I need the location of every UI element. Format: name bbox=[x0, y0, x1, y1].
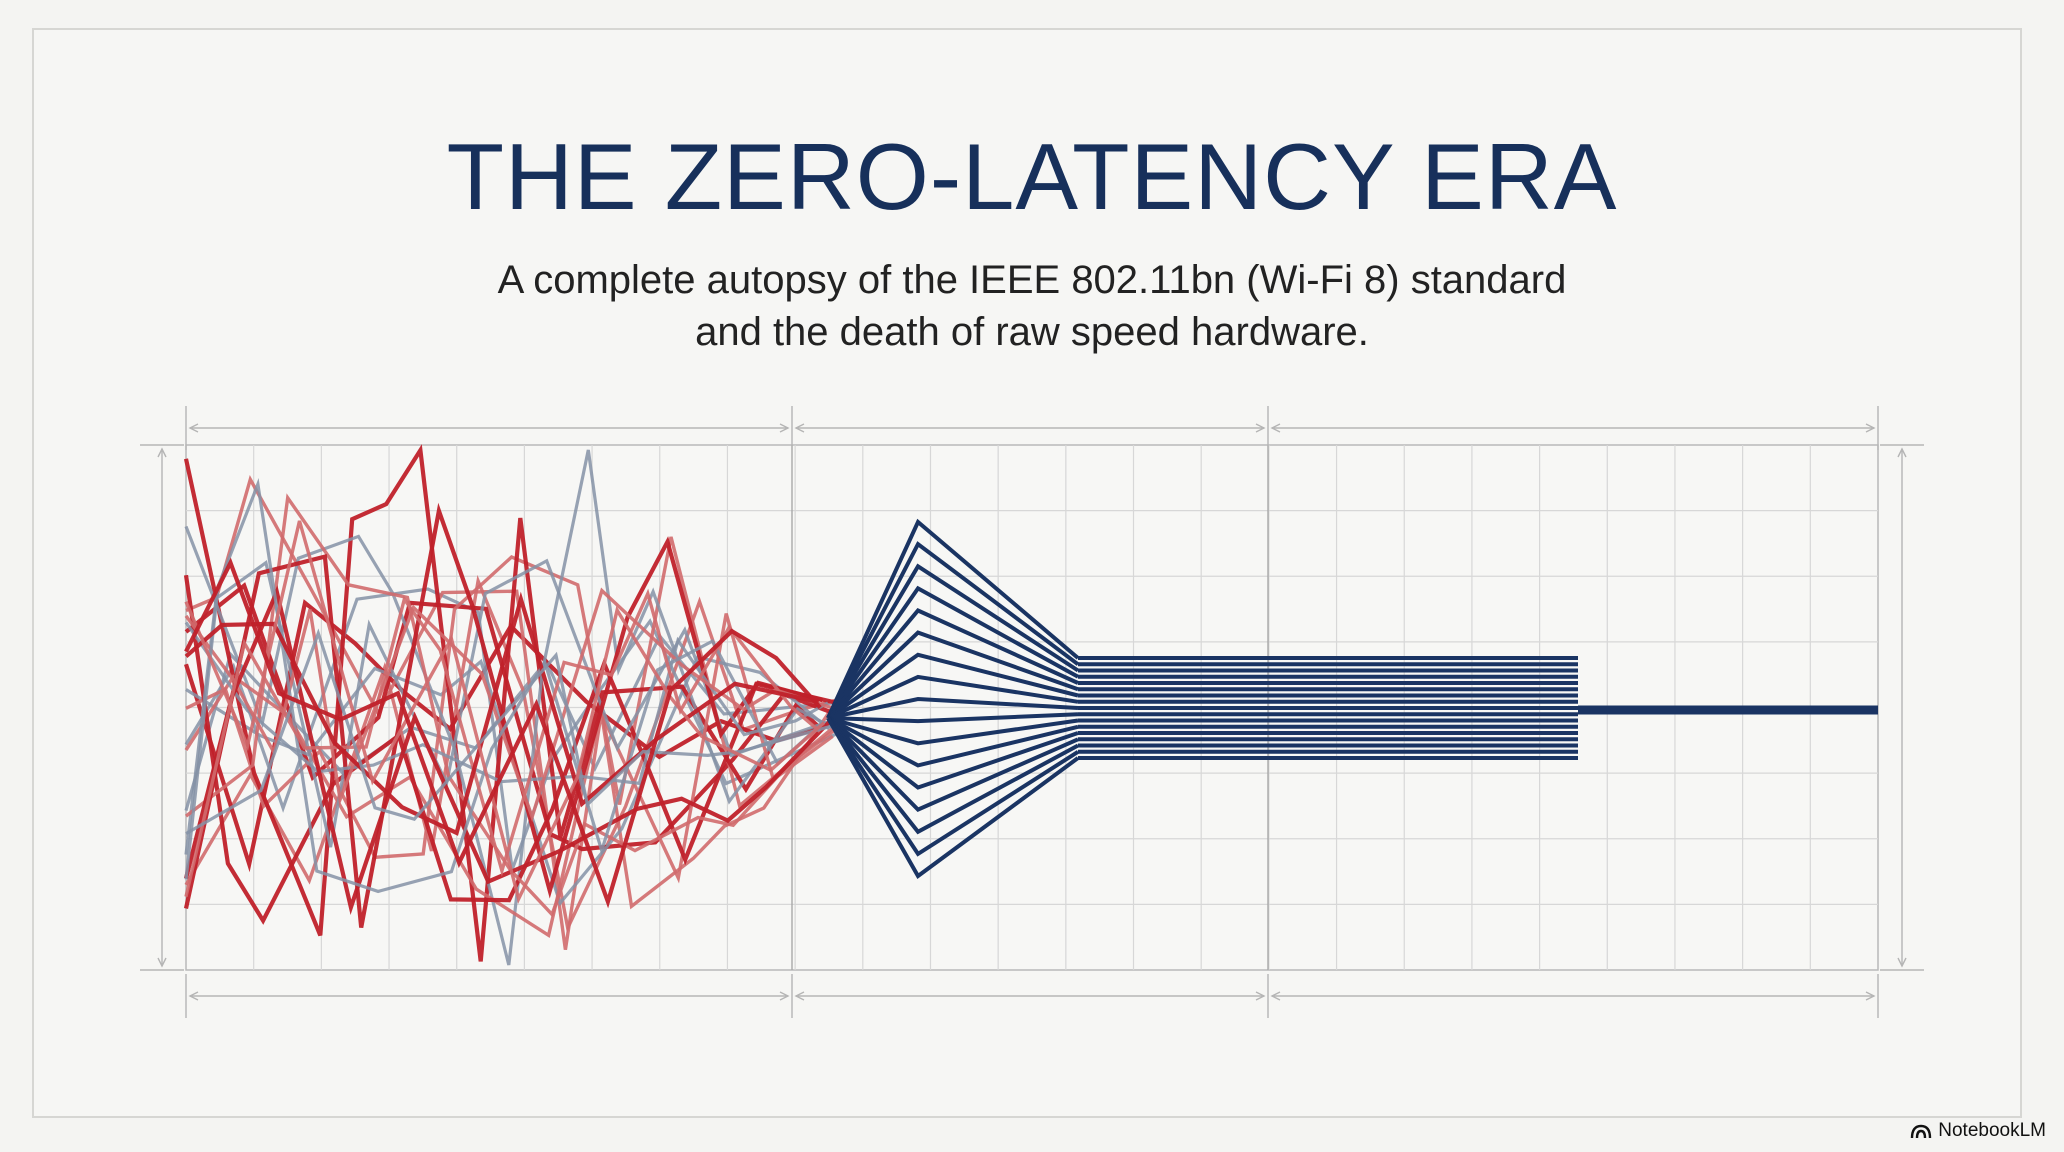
converging-signal-line bbox=[826, 717, 1080, 879]
dimension-arrow bbox=[1255, 991, 1266, 1001]
converging-signal-line bbox=[827, 716, 1079, 768]
converging-signal-line bbox=[826, 541, 1080, 719]
dimension-arrow bbox=[794, 423, 805, 433]
chaotic-signal-line bbox=[185, 536, 838, 860]
chaotic-signal-line bbox=[184, 557, 822, 909]
dimension-arrow bbox=[779, 991, 790, 1001]
converging-signal-line bbox=[826, 716, 1080, 857]
dimension-arrow bbox=[188, 991, 199, 1001]
subtitle-line-1: A complete autopsy of the IEEE 802.11bn … bbox=[497, 258, 1567, 302]
chaotic-signal-line bbox=[183, 574, 836, 925]
slide-title: THE ZERO-LATENCY ERA bbox=[446, 124, 1618, 229]
converging-signal-line bbox=[826, 608, 1079, 720]
converging-signal-line bbox=[827, 696, 1079, 720]
chaotic-signal-line bbox=[183, 444, 825, 962]
parallel-signal-bundle bbox=[1078, 656, 1578, 760]
dimension-arrow bbox=[157, 957, 167, 968]
converging-signal-line bbox=[827, 712, 1079, 724]
dimension-arrow bbox=[1897, 447, 1907, 458]
converging-signal-line bbox=[826, 563, 1080, 720]
dimension-arrow bbox=[1255, 423, 1266, 433]
converging-signal-line bbox=[826, 716, 1079, 835]
chaotic-signal-line bbox=[184, 613, 834, 939]
converging-signal-line bbox=[826, 630, 1079, 720]
chaotic-signal-line bbox=[183, 502, 824, 928]
brand-label: NotebookLM bbox=[1938, 1120, 2046, 1141]
subtitle-line-2: and the death of raw speed hardware. bbox=[695, 310, 1369, 354]
converging-signal-line bbox=[826, 585, 1079, 720]
dimension-arrow bbox=[779, 423, 790, 433]
dimension-arrow bbox=[1865, 423, 1876, 433]
chaotic-signal-lines bbox=[183, 444, 838, 966]
converging-signal-line bbox=[826, 716, 1079, 812]
chaotic-signal-line bbox=[184, 493, 837, 918]
converging-signal-line bbox=[827, 674, 1079, 720]
chaotic-signal-line bbox=[185, 628, 836, 835]
dimension-arrow bbox=[1270, 423, 1281, 433]
dimension-arrow bbox=[1897, 957, 1907, 968]
converging-signal-fan bbox=[826, 518, 1080, 879]
dimension-arrow bbox=[157, 447, 167, 458]
converging-signal-line bbox=[826, 716, 1079, 790]
dimension-arrow bbox=[188, 423, 199, 433]
dimension-arrow bbox=[1865, 991, 1876, 1001]
chaotic-signal-line bbox=[183, 585, 836, 915]
notebooklm-brand: NotebookLM bbox=[1910, 1120, 2046, 1142]
slide-subtitle: A complete autopsy of the IEEE 802.11bn … bbox=[0, 254, 2064, 358]
dimension-arrow bbox=[1270, 991, 1281, 1001]
dimension-markers bbox=[140, 406, 1924, 1018]
chaotic-signal-line bbox=[184, 478, 825, 894]
converging-signal-line bbox=[826, 518, 1080, 719]
chaotic-signal-line bbox=[184, 621, 829, 786]
chaotic-signal-line bbox=[184, 591, 820, 836]
dimension-arrow bbox=[794, 991, 805, 1001]
chaotic-signal-line bbox=[184, 520, 826, 904]
converging-signal-line bbox=[826, 652, 1079, 720]
converging-signal-line bbox=[827, 716, 1079, 746]
notebooklm-logo-icon bbox=[1911, 1124, 1932, 1139]
